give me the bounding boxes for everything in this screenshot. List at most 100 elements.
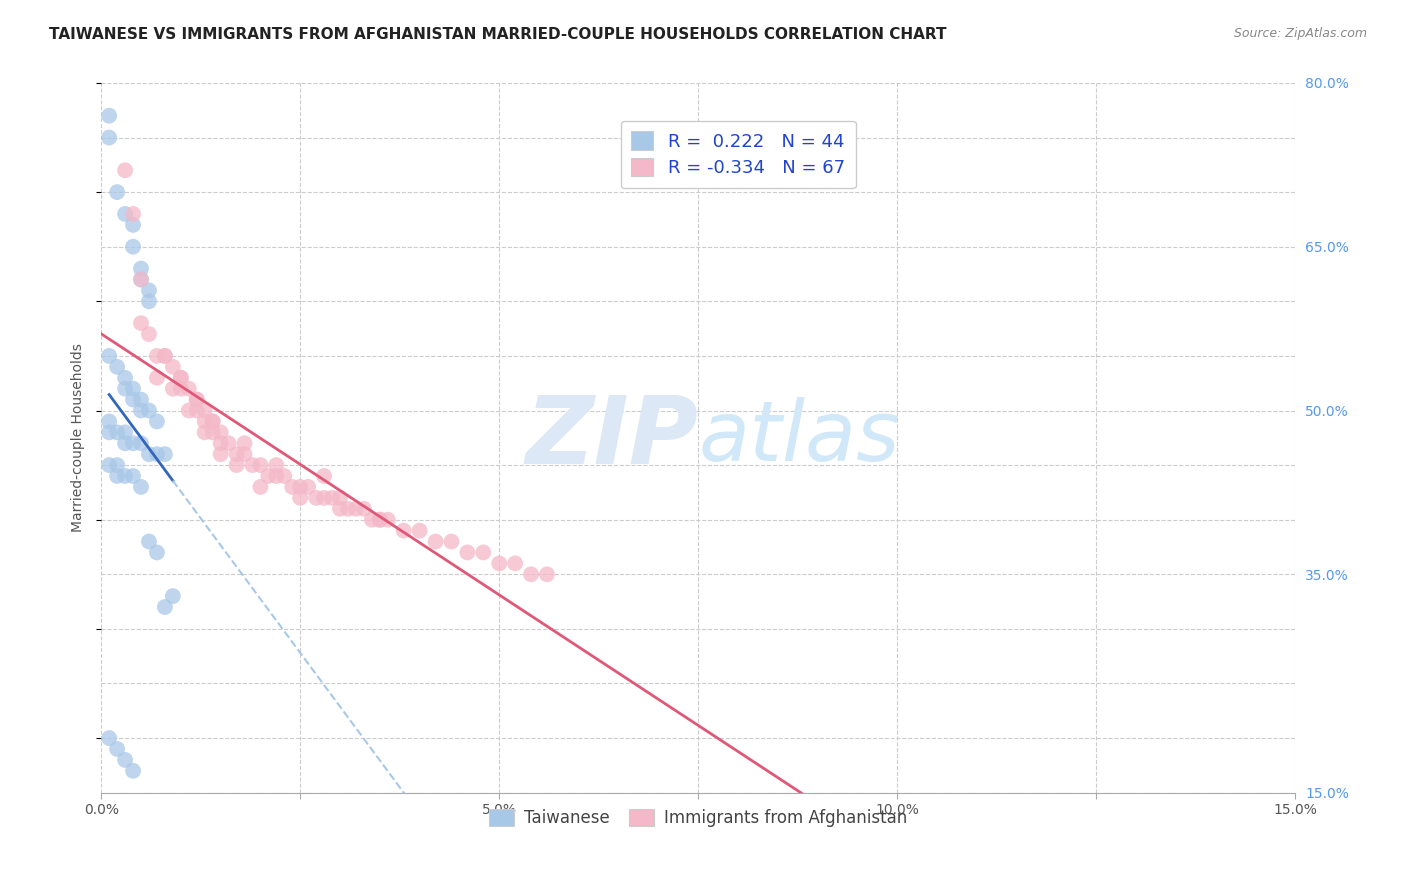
Point (146, 447, 169, 461)
Point (105, 185, 128, 199)
Point (138, 294, 160, 309)
Point (146, 545, 169, 559)
Point (440, 534, 463, 549)
Text: Source: ZipAtlas.com: Source: ZipAtlas.com (1233, 27, 1367, 40)
Point (321, 491, 343, 505)
Point (233, 436, 256, 450)
Point (177, 403, 200, 417)
Point (105, 742, 128, 756)
Point (290, 480, 312, 494)
Point (114, 469, 136, 483)
Point (129, 272, 152, 286)
Point (122, 240, 145, 254)
Point (98, 109, 121, 123)
Point (146, 414, 169, 428)
Legend: Taiwanese, Immigrants from Afghanistan: Taiwanese, Immigrants from Afghanistan (482, 803, 914, 834)
Point (194, 414, 217, 428)
Point (153, 349, 176, 363)
Point (408, 524, 430, 538)
Point (98, 414, 121, 428)
Point (368, 513, 391, 527)
Point (98, 458, 121, 472)
Point (392, 524, 415, 538)
Point (218, 436, 240, 450)
Point (344, 501, 367, 516)
Point (138, 403, 160, 417)
Point (242, 458, 264, 472)
Point (360, 513, 382, 527)
Point (122, 392, 145, 407)
Point (170, 382, 193, 396)
Point (329, 491, 352, 505)
Point (114, 436, 136, 450)
Point (162, 589, 184, 603)
Point (249, 480, 271, 494)
Point (456, 545, 478, 559)
Point (98, 425, 121, 440)
Point (281, 480, 304, 494)
Point (377, 513, 399, 527)
Point (249, 458, 271, 472)
Point (520, 567, 543, 582)
Point (153, 349, 176, 363)
Point (209, 425, 232, 440)
Point (153, 600, 176, 615)
Text: atlas: atlas (699, 397, 900, 478)
Point (122, 469, 145, 483)
Point (122, 764, 145, 778)
Point (114, 370, 136, 384)
Point (314, 469, 336, 483)
Point (170, 370, 193, 384)
Point (105, 425, 128, 440)
Point (257, 469, 280, 483)
Point (209, 447, 232, 461)
Point (114, 425, 136, 440)
Point (209, 436, 232, 450)
Point (336, 501, 359, 516)
Point (186, 403, 208, 417)
Point (129, 392, 152, 407)
Point (297, 480, 319, 494)
Point (105, 458, 128, 472)
Point (98, 731, 121, 745)
Point (138, 534, 160, 549)
Point (138, 327, 160, 342)
Point (425, 534, 447, 549)
Point (353, 501, 375, 516)
Point (472, 545, 495, 559)
Point (225, 447, 247, 461)
Point (146, 370, 169, 384)
Point (186, 392, 208, 407)
Point (201, 414, 224, 428)
Point (170, 370, 193, 384)
Point (201, 414, 224, 428)
Point (98, 130, 121, 145)
Point (186, 392, 208, 407)
Point (122, 382, 145, 396)
Point (114, 382, 136, 396)
Point (114, 163, 136, 178)
Point (266, 458, 288, 472)
Point (233, 447, 256, 461)
Point (225, 458, 247, 472)
Point (146, 349, 169, 363)
Point (138, 447, 160, 461)
Point (153, 447, 176, 461)
Point (194, 425, 217, 440)
Point (503, 557, 526, 571)
Y-axis label: Married-couple Households: Married-couple Households (72, 343, 86, 533)
Point (129, 316, 152, 330)
Point (201, 425, 224, 440)
Point (98, 349, 121, 363)
Point (122, 207, 145, 221)
Point (129, 272, 152, 286)
Point (122, 436, 145, 450)
Point (129, 436, 152, 450)
Point (162, 359, 184, 374)
Point (105, 359, 128, 374)
Point (329, 501, 352, 516)
Point (368, 513, 391, 527)
Point (162, 382, 184, 396)
Point (105, 469, 128, 483)
Point (314, 491, 336, 505)
